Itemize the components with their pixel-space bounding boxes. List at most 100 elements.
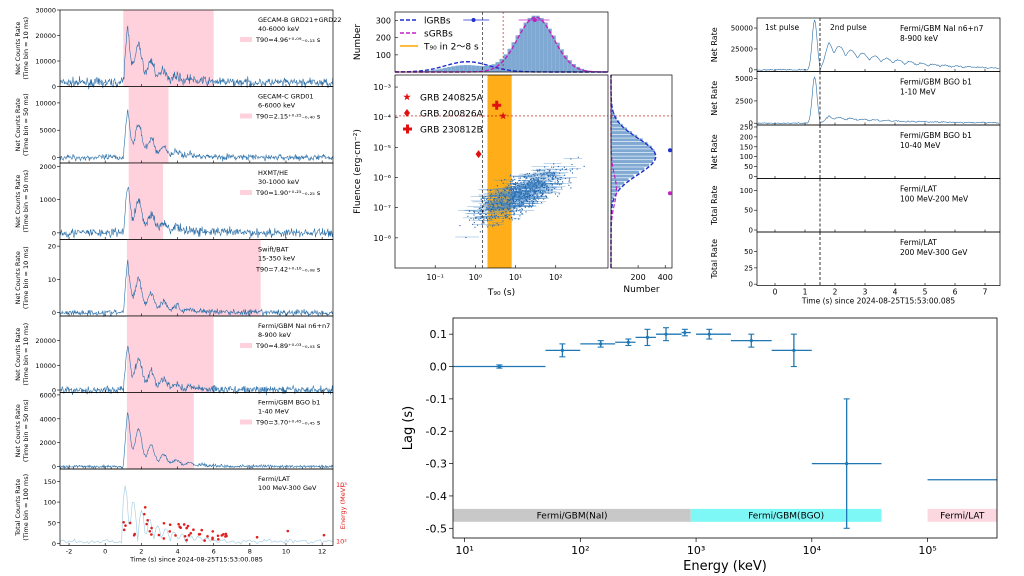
y-tick-label: 200: [740, 133, 753, 141]
grb-point: [564, 168, 566, 171]
grb-point: [545, 185, 547, 187]
grb-point: [537, 196, 539, 198]
grb-point: [542, 186, 544, 189]
grb-point: [525, 186, 527, 188]
grb-point: [512, 196, 514, 198]
grb-point: [515, 182, 517, 184]
grb-point: [490, 218, 492, 220]
grb-point: [504, 197, 507, 199]
y-tick-label: 0: [52, 309, 56, 317]
t90-shade: [126, 392, 194, 469]
grb-point: [519, 209, 521, 211]
grb-point: [501, 180, 503, 182]
panel-frame: [59, 162, 334, 240]
legend-swatch: [240, 37, 252, 42]
hist-bar: [611, 120, 620, 124]
y-tick-label: -0.2: [426, 425, 447, 438]
grb-point: [491, 203, 493, 205]
grb-point: [534, 197, 536, 199]
grb-point: [548, 180, 550, 182]
grb-point: [505, 216, 507, 218]
grb-point: [473, 211, 476, 213]
grb-point: [498, 191, 500, 193]
grb-point: [512, 176, 515, 178]
grb-point: [543, 173, 545, 175]
hist-bar: [611, 134, 638, 138]
y-axis-label: Total Rate: [710, 185, 719, 226]
grb-point: [550, 174, 552, 176]
grb-point: [538, 176, 540, 178]
x-tick-label: 0: [773, 288, 778, 297]
hist-bar: [443, 67, 448, 72]
hist-bar: [611, 185, 621, 189]
grb-point: [551, 180, 553, 182]
grb-point: [512, 209, 514, 211]
photon-point: [216, 534, 220, 538]
grb-point: [522, 187, 524, 189]
photon-point: [133, 532, 137, 536]
photon-point: [162, 521, 166, 525]
grb-point: [483, 221, 485, 223]
hist-bar: [463, 65, 468, 72]
grb-point: [497, 196, 499, 198]
photon-point: [185, 538, 188, 542]
grb-point: [532, 185, 535, 187]
grb-point: [486, 217, 488, 219]
grb-point: [553, 172, 555, 174]
grb-point: [470, 217, 472, 219]
band-label: 15-350 keV: [258, 255, 296, 263]
grb-point: [524, 180, 526, 182]
photon-point: [224, 532, 228, 536]
y-tick-label: 10⁻⁵: [373, 143, 391, 152]
band-label: 6-6000 keV: [258, 102, 296, 110]
grb-point: [541, 183, 543, 185]
hist-bar: [611, 196, 614, 200]
grb-point: [518, 198, 520, 200]
grb-point: [503, 208, 505, 210]
grb-point: [539, 191, 541, 194]
hist-bar: [427, 70, 432, 72]
grb-point: [540, 175, 542, 177]
hist-bar: [611, 113, 615, 117]
x-tick-label: 12: [318, 548, 326, 556]
t90-shade: [123, 10, 214, 87]
band-label: 40-6000 keV: [258, 25, 300, 33]
grb-point: [518, 202, 521, 204]
grb-point: [486, 206, 488, 208]
grb-point: [538, 183, 540, 185]
grb-point: [497, 200, 499, 202]
left-panel-0: 0 10000 20000 30000 Net Counts Rate (Time bin…: [14, 7, 341, 92]
sgrb-center: [532, 18, 537, 22]
sgrb-fit: [395, 16, 609, 73]
grb-point: [528, 205, 531, 207]
y-tick-label: 5000: [39, 127, 56, 135]
legend-label: GRB 200826A: [420, 110, 484, 120]
grb-point: [568, 179, 570, 181]
photon-point: [211, 530, 215, 533]
grb-point: [525, 193, 527, 195]
grb-point: [509, 204, 511, 206]
grb-point: [506, 201, 509, 203]
hist-bar: [611, 141, 648, 145]
y-tick-label: 6000: [39, 391, 56, 399]
y-axis-label: Net Rate: [710, 81, 719, 116]
y-axis-label: (Time bin = 10 ms): [22, 17, 30, 80]
hist-bar: [567, 60, 572, 72]
grb-point: [530, 206, 532, 208]
grb-point: [520, 210, 522, 212]
photon-point: [124, 524, 127, 527]
grb-point: [511, 216, 513, 218]
grb-point: [521, 209, 523, 211]
grb-point: [514, 196, 516, 198]
grb-point: [509, 174, 512, 176]
grb-point: [503, 203, 505, 205]
grb-point: [512, 190, 515, 192]
grb-point: [524, 185, 526, 188]
hist-bar: [531, 15, 536, 73]
grb-point: [532, 195, 534, 197]
grb-point: [459, 224, 461, 227]
photon-point: [168, 530, 172, 533]
grb-point: [542, 184, 544, 186]
left-panel-1: 0 5000 10000 Net Counts Rate (Time bin = 50 …: [14, 86, 334, 164]
y-tick-label: 10⁻⁷: [373, 204, 391, 213]
